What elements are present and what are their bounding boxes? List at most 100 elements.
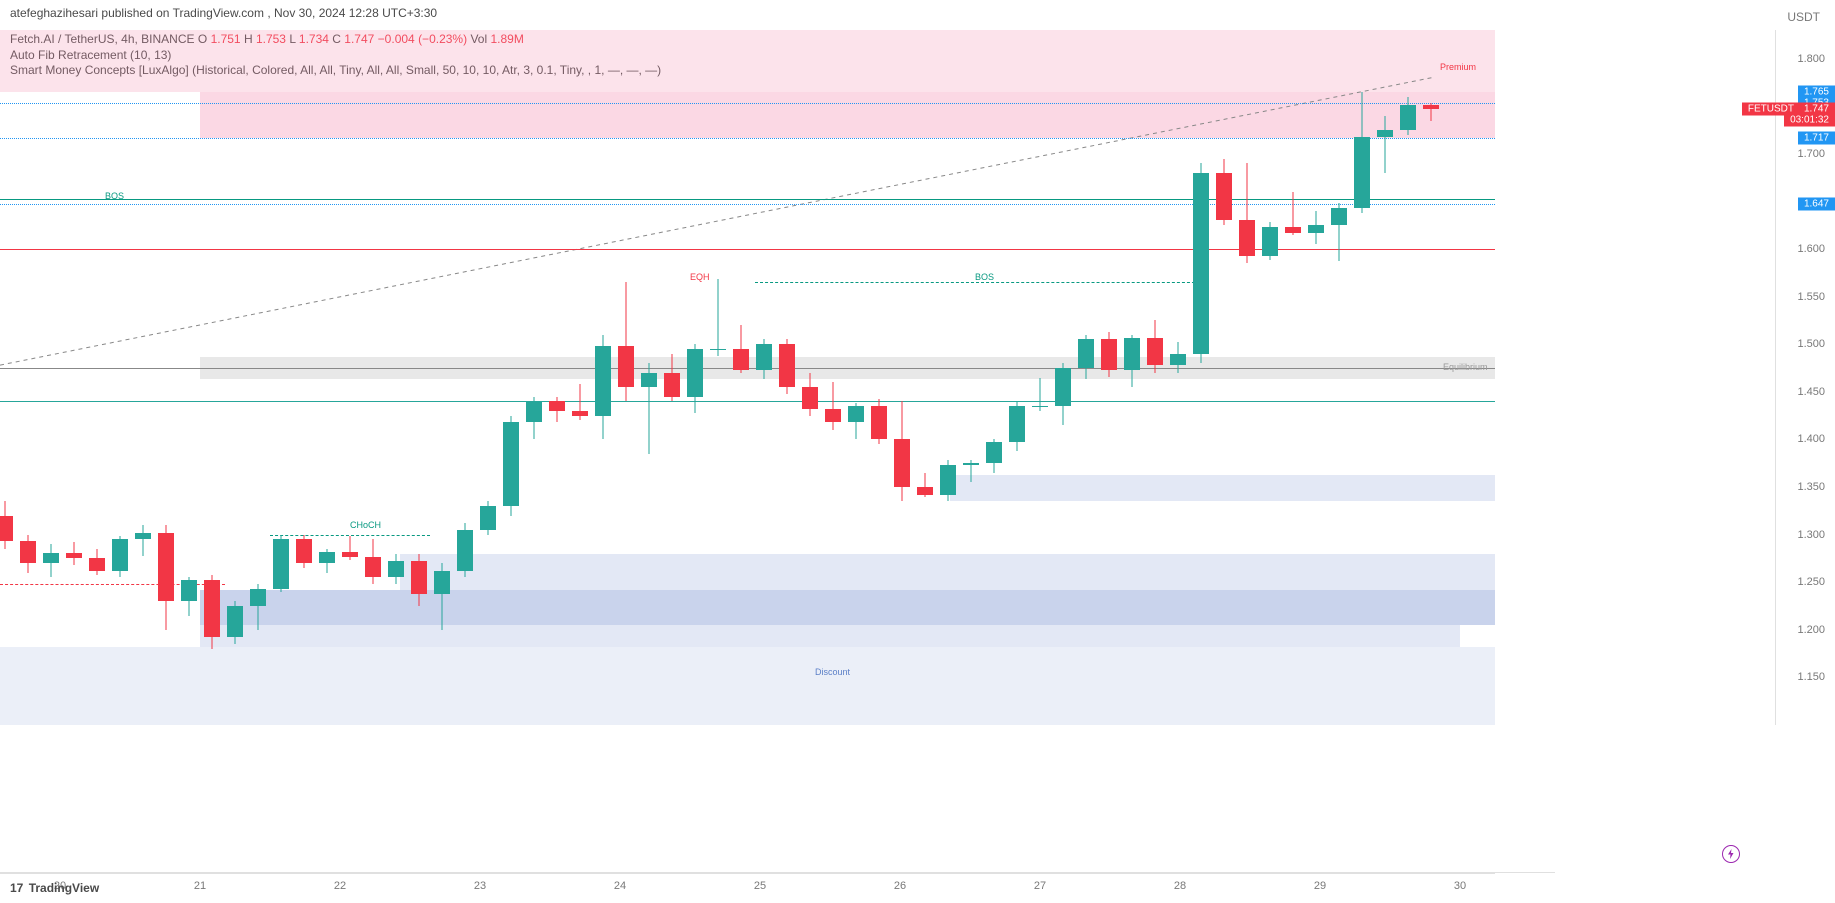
time-tick: 26 (894, 880, 906, 892)
price-tick: 1.500 (1797, 338, 1825, 350)
candle[interactable] (273, 30, 289, 725)
zone-label: Equilibrium (1443, 362, 1488, 372)
time-tick: 21 (194, 880, 206, 892)
chart-container: atefeghazihesari published on TradingVie… (0, 0, 1835, 903)
candle[interactable] (1032, 30, 1048, 725)
candle[interactable] (158, 30, 174, 725)
candle[interactable] (66, 30, 82, 725)
price-tick: 1.250 (1797, 576, 1825, 588)
candle[interactable] (710, 30, 726, 725)
watermark: ⁠17 TradingView (10, 881, 99, 895)
price-tick: 1.300 (1797, 529, 1825, 541)
candle[interactable] (1308, 30, 1324, 725)
site: TradingView.com (173, 6, 264, 20)
candle[interactable] (572, 30, 588, 725)
candle[interactable] (1377, 30, 1393, 725)
candle[interactable] (1262, 30, 1278, 725)
price-tick: 1.700 (1797, 148, 1825, 160)
candle[interactable] (848, 30, 864, 725)
candle[interactable] (687, 30, 703, 725)
price-tick: 1.350 (1797, 481, 1825, 493)
candle[interactable] (181, 30, 197, 725)
candle[interactable] (112, 30, 128, 725)
candle[interactable] (457, 30, 473, 725)
candle[interactable] (1078, 30, 1094, 725)
candle[interactable] (434, 30, 450, 725)
candle[interactable] (227, 30, 243, 725)
price-label: 1.647 (1798, 198, 1835, 211)
candle[interactable] (319, 30, 335, 725)
candle[interactable] (1331, 30, 1347, 725)
candle[interactable] (526, 30, 542, 725)
candle[interactable] (1124, 30, 1140, 725)
candle[interactable] (43, 30, 59, 725)
candle[interactable] (618, 30, 634, 725)
candle[interactable] (296, 30, 312, 725)
candle[interactable] (802, 30, 818, 725)
candle[interactable] (1354, 30, 1370, 725)
candle[interactable] (411, 30, 427, 725)
tradingview-icon: ⁠17 (10, 881, 23, 895)
candle[interactable] (664, 30, 680, 725)
candle[interactable] (1239, 30, 1255, 725)
price-tick: 1.200 (1797, 624, 1825, 636)
candle[interactable] (940, 30, 956, 725)
price-tick: 1.600 (1797, 243, 1825, 255)
candle[interactable] (595, 30, 611, 725)
candle[interactable] (20, 30, 36, 725)
candle[interactable] (1170, 30, 1186, 725)
candle[interactable] (1009, 30, 1025, 725)
candle[interactable] (1055, 30, 1071, 725)
candle[interactable] (917, 30, 933, 725)
candle[interactable] (756, 30, 772, 725)
candle[interactable] (1285, 30, 1301, 725)
candle[interactable] (1101, 30, 1117, 725)
time-tick: 24 (614, 880, 626, 892)
candle[interactable] (1193, 30, 1209, 725)
candle[interactable] (388, 30, 404, 725)
candle[interactable] (1147, 30, 1163, 725)
candle[interactable] (779, 30, 795, 725)
candle[interactable] (871, 30, 887, 725)
flash-icon[interactable] (1722, 845, 1740, 863)
publish-date: Nov 30, 2024 12:28 UTC+3:30 (274, 6, 437, 20)
candle[interactable] (825, 30, 841, 725)
candle[interactable] (733, 30, 749, 725)
time-tick: 23 (474, 880, 486, 892)
candle[interactable] (1400, 30, 1416, 725)
time-tick: 25 (754, 880, 766, 892)
zone-label: Premium (1440, 62, 1476, 72)
price-tick: 1.550 (1797, 291, 1825, 303)
candle[interactable] (549, 30, 565, 725)
time-tick: 29 (1314, 880, 1326, 892)
candle[interactable] (1216, 30, 1232, 725)
candle[interactable] (641, 30, 657, 725)
header-line: atefeghazihesari published on TradingVie… (10, 6, 437, 20)
currency-label: USDT (1787, 10, 1820, 24)
candle[interactable] (503, 30, 519, 725)
candle[interactable] (204, 30, 220, 725)
price-label: 1.717 (1798, 131, 1835, 144)
candle[interactable] (342, 30, 358, 725)
price-label: 03:01:32 (1784, 114, 1835, 127)
time-tick: 28 (1174, 880, 1186, 892)
candle[interactable] (1423, 30, 1439, 725)
time-tick: 30 (1454, 880, 1466, 892)
price-tick: 1.450 (1797, 386, 1825, 398)
candle[interactable] (0, 30, 13, 725)
candle[interactable] (365, 30, 381, 725)
publisher: atefeghazihesari (10, 6, 98, 20)
candle[interactable] (480, 30, 496, 725)
price-axis[interactable]: 1.8001.7001.6001.5501.5001.4501.4001.350… (1775, 30, 1835, 725)
price-tick: 1.800 (1797, 53, 1825, 65)
time-tick: 22 (334, 880, 346, 892)
candle[interactable] (89, 30, 105, 725)
candle[interactable] (250, 30, 266, 725)
candle[interactable] (986, 30, 1002, 725)
candle[interactable] (135, 30, 151, 725)
candle[interactable] (894, 30, 910, 725)
price-tick: 1.150 (1797, 671, 1825, 683)
chart-area[interactable]: PremiumEquilibriumDiscountBOSBOSEQHCHoCH (0, 30, 1495, 725)
time-axis[interactable]: 2021222324252627282930 (0, 873, 1495, 903)
candle[interactable] (963, 30, 979, 725)
